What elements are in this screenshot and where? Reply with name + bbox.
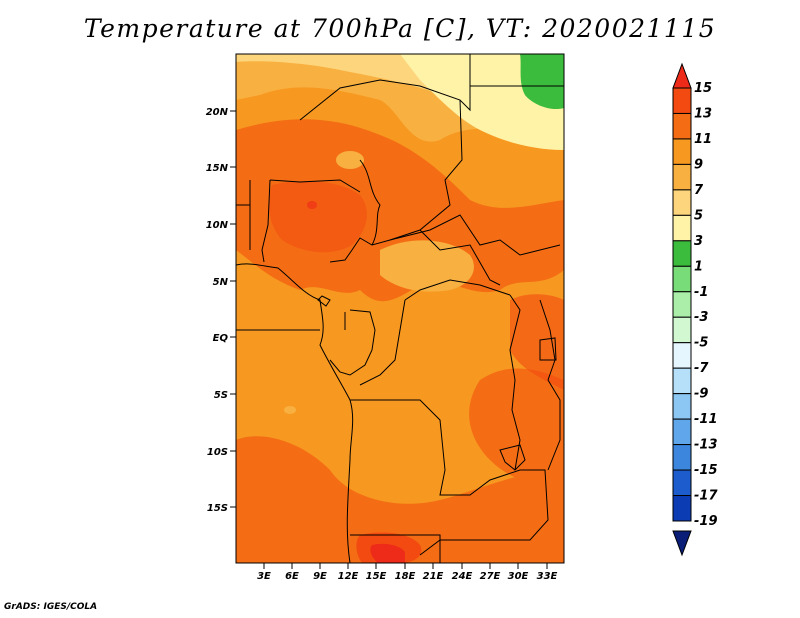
lat-tick-label: 20N: [206, 107, 229, 118]
lon-tick-label: 12E: [338, 571, 359, 582]
colorbar-label: 7: [694, 183, 704, 198]
colorbar-label: -9: [694, 387, 708, 402]
colorbar-label: -7: [694, 361, 709, 376]
lat-tick-label: 5S: [214, 390, 228, 401]
lat-tick-label: 15S: [207, 503, 228, 514]
colorbar-cell: [672, 163, 692, 191]
lon-tick-label: 24E: [452, 571, 473, 582]
colorbar-cell: [672, 469, 692, 497]
colorbar-cell: [672, 418, 692, 446]
latitude-axis: 20N 15N 10N 5N EQ 5S 10S 15S: [206, 107, 236, 514]
lat-tick-label: 10N: [206, 220, 229, 231]
colorbar-cell: [672, 342, 692, 369]
colorbar-label: -1: [694, 285, 708, 300]
colorbar-cell: [672, 444, 692, 471]
lon-tick-label: 30E: [508, 571, 529, 582]
colorbar-cell: [672, 112, 692, 140]
colorbar-cell: [672, 138, 692, 165]
colorbar-label: 9: [694, 157, 703, 172]
colorbar-cell: [672, 393, 692, 420]
colorbar-label: 3: [694, 234, 703, 249]
grads-credit: GrADS: IGES/COLA: [4, 602, 98, 612]
colorbar-label: -5: [694, 336, 708, 351]
colorbar-cell: [672, 214, 692, 242]
lon-tick-label: 15E: [366, 571, 387, 582]
colorbar-cell: [672, 316, 692, 344]
country-borders: [236, 54, 564, 563]
colorbar-bottom-arrow: [672, 530, 692, 557]
lat-tick-label: 15N: [206, 163, 229, 174]
colorbar-cell: [672, 189, 692, 216]
chart-title: Temperature at 700hPa [C], VT: 202002111…: [83, 14, 717, 43]
lon-tick-label: 6E: [285, 571, 299, 582]
lon-tick-label: 27E: [480, 571, 501, 582]
colorbar-cell: [672, 291, 692, 318]
colorbar-label: 1: [694, 259, 703, 274]
lon-tick-label: 9E: [313, 571, 327, 582]
colorbar-label: -19: [694, 514, 718, 529]
colorbar-cells: [672, 87, 692, 522]
colorbar-label: -15: [694, 463, 718, 478]
lon-tick-label: 21E: [423, 571, 444, 582]
colorbar-cell: [672, 265, 692, 293]
colorbar-label: -11: [694, 412, 718, 427]
colorbar-label: 5: [694, 208, 703, 223]
colorbar-cell: [672, 495, 692, 522]
lat-tick-label: 10S: [207, 447, 228, 458]
lat-tick-label: 5N: [213, 277, 229, 288]
colorbar-label: 11: [694, 132, 712, 147]
temperature-field: [236, 54, 564, 563]
lon-tick-label: 33E: [537, 571, 558, 582]
lon-tick-label: 18E: [395, 571, 416, 582]
map-frame: [235, 53, 565, 564]
colorbar-label: 15: [694, 81, 712, 96]
colorbar-label: 13: [694, 106, 712, 121]
colorbar-labels: 15 13 11 9 7 5 3 1 -1 -3 -5 -7 -9 -11 -13 -15 -17 -19: [694, 81, 718, 529]
colorbar-label: -3: [694, 310, 708, 325]
colorbar-label: -17: [694, 489, 718, 504]
colorbar-top-arrow: [672, 62, 692, 89]
colorbar-cell: [672, 87, 692, 114]
colorbar-cell: [672, 240, 692, 267]
longitude-axis: 3E 6E 9E 12E 15E 18E 21E 24E 27E 30E 33E: [257, 563, 558, 582]
colorbar-label: -13: [694, 438, 718, 453]
colorbar-cell: [672, 367, 692, 395]
lat-tick-label: EQ: [213, 333, 229, 344]
colorbar: 15 13 11 9 7 5 3 1 -1 -3 -5 -7 -9 -11 -13 -15 -17 -19: [672, 62, 718, 557]
lon-tick-label: 3E: [257, 571, 271, 582]
